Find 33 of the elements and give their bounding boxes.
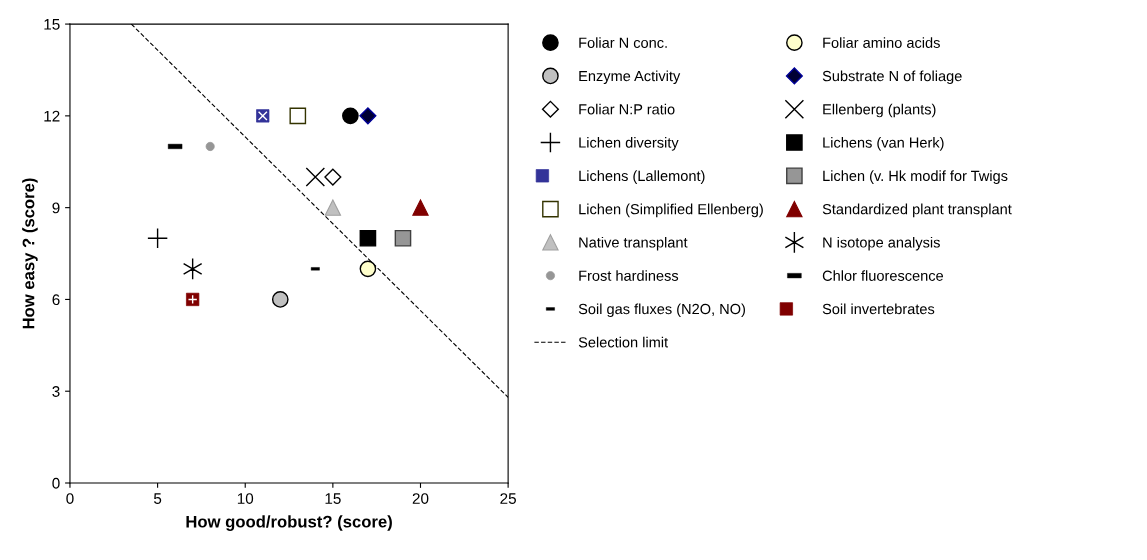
x-tick-label: 5 <box>153 493 162 504</box>
legend-label: Ellenberg (plants) <box>823 103 936 118</box>
legend-label: Frost hardiness <box>579 270 679 281</box>
x-tick-label: 25 <box>500 493 516 504</box>
y-tick-label: 15 <box>44 19 60 30</box>
legend-label: Soil invertebrates <box>822 303 935 315</box>
x-tick-label: 20 <box>412 493 429 504</box>
y-tick-label: 9 <box>52 202 60 214</box>
legend-label: Foliar amino acids <box>823 37 940 48</box>
x-tick-label: 15 <box>325 493 341 504</box>
legend-label: Lichen (v. Hk modif for Twigs <box>823 170 1008 184</box>
x-tick-label: 0 <box>66 493 74 504</box>
y-tick-label: 0 <box>52 477 60 489</box>
legend-label: Chlor fluorescence <box>822 270 944 281</box>
legend-label: N isotope analysis <box>823 236 940 251</box>
y-tick-label: 12 <box>44 110 60 122</box>
y-axis-title: How easy ? (score) <box>22 178 38 329</box>
legend-label: Lichen (Simplified Ellenberg) <box>579 203 763 218</box>
legend-label: Native transplant <box>579 236 688 251</box>
legend-label: Substrate N of foliage <box>822 70 962 85</box>
y-tick-label: 6 <box>52 294 60 306</box>
legend-label: Foliar N:P ratio <box>579 103 675 115</box>
legend-label: Selection limit <box>578 336 668 348</box>
legend-label: Lichen diversity <box>579 137 679 151</box>
x-tick-label: 10 <box>237 493 254 504</box>
legend-label: Foliar N conc. <box>579 37 667 48</box>
y-tick-label: 3 <box>52 386 60 397</box>
x-axis-title: How good/robust? (score) <box>186 515 392 531</box>
legend-label: Lichens (van Herk) <box>823 137 944 151</box>
legend-label: Soil gas fluxes (N2O, NO) <box>578 303 745 318</box>
legend-label: Enzyme Activity <box>579 70 681 85</box>
legend-label: Standardized plant transplant <box>822 203 1012 218</box>
legend-label: Lichens (Lallemont) <box>579 170 705 184</box>
